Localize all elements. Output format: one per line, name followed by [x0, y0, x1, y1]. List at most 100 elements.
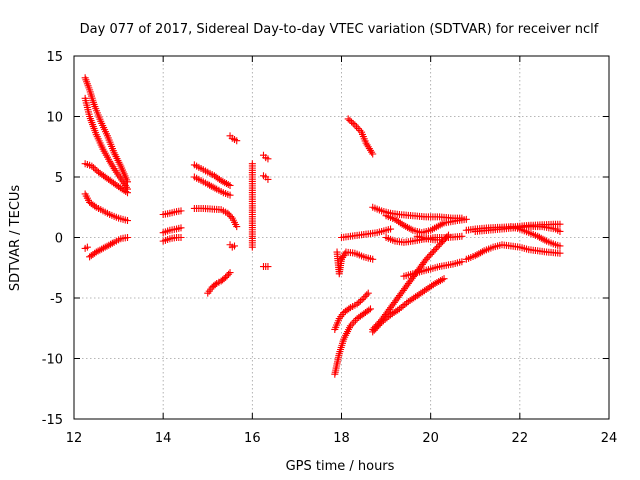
data-point [471, 252, 479, 260]
data-point [424, 254, 432, 262]
data-marks [81, 74, 564, 378]
data-point [392, 307, 400, 315]
y-tick-label: 0 [55, 232, 63, 247]
series-arc-c3 [190, 204, 241, 231]
data-point [427, 250, 435, 258]
data-point [90, 164, 98, 172]
data-point [428, 249, 436, 257]
data-point [108, 239, 116, 247]
data-point [351, 316, 359, 324]
data-point [355, 299, 363, 307]
data-point [399, 302, 407, 310]
data-point [226, 269, 234, 277]
y-tick-label: 5 [55, 171, 63, 186]
data-point [381, 315, 389, 323]
data-point [443, 233, 451, 241]
data-point [233, 223, 241, 231]
data-point [433, 244, 441, 252]
data-point [376, 320, 384, 328]
data-point [372, 325, 380, 333]
data-point [556, 220, 564, 228]
data-point [408, 295, 416, 303]
series-arc-g4 [471, 223, 564, 235]
data-point [360, 294, 368, 302]
data-point [387, 311, 395, 319]
data-point [462, 215, 470, 223]
data-point [365, 306, 373, 314]
data-point [556, 249, 564, 257]
series-arc-b2 [159, 224, 185, 237]
data-point [88, 162, 96, 170]
series-arc-b1 [159, 207, 185, 219]
data-point [363, 291, 371, 299]
series-arc-c6 [226, 132, 241, 145]
data-point [92, 248, 100, 256]
data-point [440, 275, 448, 283]
series-arc-c2 [190, 173, 234, 199]
data-point [400, 221, 408, 229]
series-arc-b3 [159, 234, 185, 245]
data-point [227, 213, 235, 221]
data-point [373, 323, 381, 331]
y-tick-label: -10 [42, 353, 63, 368]
series-arc-a3 [81, 160, 131, 197]
series-arc-f2 [369, 275, 448, 336]
series-arc-e3 [338, 225, 395, 241]
data-point [231, 242, 238, 250]
data-point [349, 119, 357, 127]
data-point [387, 225, 395, 233]
data-point [422, 255, 430, 263]
data-point [226, 191, 234, 199]
data-point [430, 247, 438, 255]
x-tick-label: 18 [333, 431, 350, 446]
series-arc-d4 [259, 263, 272, 271]
y-tick-labels: 15 10 5 0 -5 -10 -15 [42, 50, 63, 428]
series-arc-d1 [248, 160, 256, 251]
data-point [226, 181, 234, 189]
data-point [344, 115, 352, 123]
data-point [353, 300, 361, 308]
data-point [458, 232, 466, 240]
data-point [345, 305, 353, 313]
series-arc-a4 [81, 190, 131, 225]
series-arc-a2 [81, 94, 131, 193]
data-point [91, 202, 99, 210]
data-point [225, 211, 233, 219]
data-point [221, 179, 229, 187]
data-point [439, 238, 447, 246]
data-point [378, 318, 386, 326]
series-arc-e2 [333, 248, 377, 278]
data-point [346, 116, 354, 124]
series-arc-c5 [226, 241, 238, 251]
data-point [442, 234, 450, 242]
data-point [431, 279, 439, 287]
data-point [437, 239, 445, 247]
data-point [248, 243, 256, 251]
data-point [369, 150, 377, 158]
data-point [177, 234, 185, 241]
data-point [391, 215, 399, 223]
data-point [354, 125, 362, 133]
data-point [98, 245, 106, 253]
series-arc-g2 [462, 241, 564, 263]
data-point [211, 281, 219, 289]
data-point [475, 250, 483, 258]
data-point [124, 189, 131, 197]
data-point [351, 121, 359, 129]
series-arc-c1 [190, 161, 234, 189]
y-tick-label: 15 [46, 50, 63, 65]
data-point [264, 175, 272, 183]
data-point [124, 217, 131, 225]
data-point [434, 242, 442, 250]
data-point [370, 326, 378, 334]
series-arc-f7 [413, 232, 448, 244]
data-point [225, 270, 233, 278]
data-point [541, 236, 549, 244]
x-axis-label: GPS time / hours [286, 459, 395, 474]
data-point [361, 292, 369, 300]
data-point [177, 224, 185, 232]
x-tick-label: 22 [512, 431, 529, 446]
series-arc-a1 [81, 74, 131, 186]
plot-frame [73, 55, 610, 420]
